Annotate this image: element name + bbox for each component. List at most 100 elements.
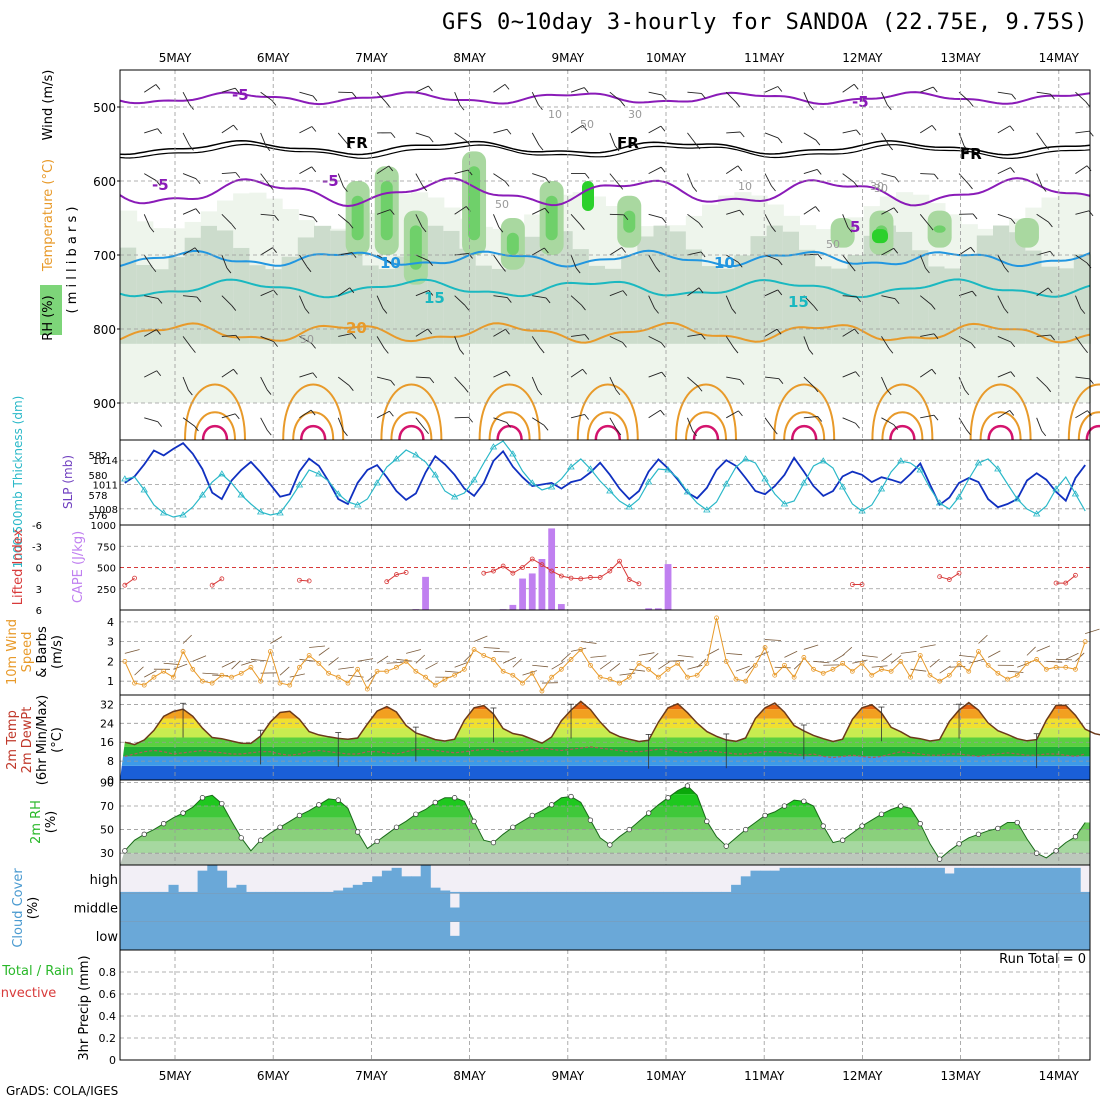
cloud-high-bar [769,870,780,894]
wind10-marker [762,645,768,650]
wind-barb-flag [235,335,241,341]
wind-barb [919,295,932,305]
rh-shade [1014,218,1039,248]
cloud-middle-bar [925,893,936,922]
wind10-marker [849,668,855,674]
thickness-marker [470,476,478,483]
wind-barb-flag [616,429,622,436]
temp-contour-30 [488,411,531,441]
cloud-middle-bar [255,893,266,922]
wind10-barb [862,654,878,658]
wind-barb-flag [231,305,237,311]
cloud-low-bar [575,921,586,950]
cloud-low-bar [876,921,887,950]
wind-barb [881,376,888,391]
wind-barb-flag [925,267,930,274]
thickness-axis-label: 1000-500mb Thickness (dm) [11,396,25,569]
wind-barb-flag [538,144,544,151]
wind-barb [143,214,151,228]
cloud-middle-bar [508,893,519,922]
cloud-high-bar [682,891,693,894]
thickness-marker [683,488,692,495]
thickness-marker [1032,510,1041,517]
slp-bg [120,440,1090,525]
wind10-barb [900,650,917,654]
rh2m-marker [1014,819,1020,826]
rh-shade [1073,254,1091,344]
wind-barb [299,409,312,419]
wind10-barb [309,645,326,648]
wind-barb [803,206,816,215]
wind-barb-flag [777,86,783,92]
wind-barb [570,334,585,337]
thickness-marker [606,487,614,494]
wind10-barb [192,655,207,662]
wind10-barb [522,670,537,676]
wind-barb-flag [584,334,590,340]
thickness-marker [431,471,439,478]
wind10-marker [258,678,264,684]
cloud-low-bar [527,921,538,950]
cloud-low-bar [954,921,965,950]
wind-barb [764,214,772,227]
wind-barb [764,132,779,139]
lifted-index-marker [568,575,574,581]
rh-shade [459,248,477,344]
wind-barb [493,295,508,299]
rh-shade [588,265,606,344]
wind10-barb [483,647,500,649]
wind-barb [454,169,469,175]
wind10-marker [782,662,787,668]
cloud-middle-bar [692,893,703,922]
wind-barb-flag [1049,250,1055,257]
wind-barb-flag [544,207,550,214]
wind-barb-flag [194,425,199,432]
cloud-high-bar [1002,867,1013,894]
contour-label: 10 [380,254,401,272]
temp2m-axis-label-line: 2m Temp [5,710,20,770]
cloud-axis-label: Cloud Cover (%) [11,868,41,948]
rh2m-marker [956,841,962,847]
cloud-middle-bar [818,893,829,922]
wind10-marker [461,666,467,672]
wind-barb [609,173,620,185]
wind10-barb [784,650,798,658]
wind-barb [299,336,312,344]
thickness-marker [140,486,148,493]
temp-contour-30 [881,411,924,441]
rh-shade [409,225,422,270]
date-tick-top: 14MAY [1039,51,1080,65]
cloud-low-bar [226,921,237,950]
temp-contour-15 [119,278,1091,299]
contour-label: 5 [850,218,860,236]
wind-barb [221,213,233,225]
wind-barb-flag [886,104,892,111]
wind-barb-flag [1010,218,1016,225]
wind-barb-flag [894,298,900,305]
cloud-low-bar [120,921,131,950]
wind-barb [687,213,699,223]
cloud-middle-bar [760,893,771,922]
lifted-index-marker [558,573,564,579]
rh2m-marker [859,823,865,829]
thickness-marker [198,491,207,498]
wind-barb [764,289,778,297]
wind10-barb [1026,646,1036,656]
wind-barb [415,254,429,262]
rh-shade [1041,266,1059,344]
wind10-marker [723,658,729,664]
cloud-low-bar [362,921,373,950]
wind10-barb [871,665,888,668]
wind-barb [143,254,153,267]
wind-barb [725,336,735,349]
cloud-high-bar [789,867,800,894]
lifted-index-marker [539,562,545,568]
rh2m-marker [199,795,206,801]
cloud-low-bar [672,921,683,950]
cloud-low-bar [197,921,208,950]
wind-barb [570,368,583,378]
cloud-middle-bar [847,893,858,922]
cloud-low-bar [546,921,557,950]
wind10-marker [966,668,972,674]
cloud-middle-bar [411,893,422,922]
